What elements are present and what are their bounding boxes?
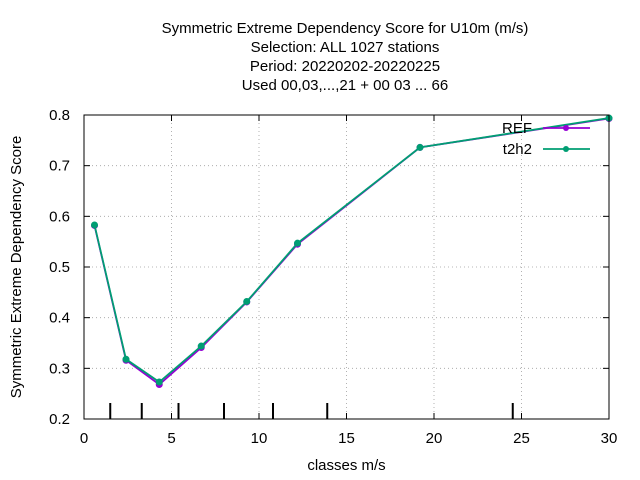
data-point-t2h2 bbox=[155, 378, 163, 386]
data-point-t2h2 bbox=[122, 355, 130, 363]
x-tick-label: 20 bbox=[426, 430, 443, 447]
chart-title: Symmetric Extreme Dependency Score for U… bbox=[162, 20, 529, 94]
y-tick-label: 0.5 bbox=[49, 259, 70, 276]
x-tick-label: 15 bbox=[338, 430, 355, 447]
y-tick-label: 0.8 bbox=[49, 107, 70, 124]
y-axis-label: Symmetric Extreme Dependency Score bbox=[8, 136, 25, 399]
y-tick-label: 0.6 bbox=[49, 208, 70, 225]
grid-lines bbox=[84, 115, 609, 419]
data-series bbox=[91, 114, 613, 389]
x-axis-label: classes m/s bbox=[307, 457, 385, 474]
series-line-t2h2 bbox=[93, 117, 610, 384]
data-point-t2h2 bbox=[243, 297, 251, 305]
title-line-0: Symmetric Extreme Dependency Score for U… bbox=[162, 20, 529, 37]
y-tick-label: 0.2 bbox=[49, 411, 70, 428]
data-point-t2h2 bbox=[294, 239, 301, 247]
title-line-1: Selection: ALL 1027 stations bbox=[251, 39, 440, 56]
title-line-3: Used 00,03,...,21 + 00 03 ... 66 bbox=[242, 77, 448, 94]
legend: REF t2h2 bbox=[502, 120, 590, 158]
title-line-2: Period: 20220202-20220225 bbox=[250, 58, 440, 75]
axis-ticks: 0 5 10 15 20 25 30 0.2 0.3 0.4 0.5 0.6 0.7 0.8 bbox=[49, 107, 617, 447]
y-tick-label: 0.7 bbox=[49, 158, 70, 175]
x-tick-label: 30 bbox=[601, 430, 618, 447]
data-point-t2h2 bbox=[416, 143, 424, 151]
y-tick-label: 0.3 bbox=[49, 360, 70, 377]
data-point-t2h2 bbox=[197, 342, 205, 350]
class-boundary-marks bbox=[109, 403, 514, 419]
legend-marker-REF bbox=[563, 125, 569, 131]
x-tick-label: 0 bbox=[80, 430, 88, 447]
legend-marker-t2h2 bbox=[563, 146, 569, 152]
legend-label-t2h2: t2h2 bbox=[503, 141, 532, 158]
legend-label-REF: REF bbox=[502, 120, 532, 137]
data-point-t2h2 bbox=[91, 221, 98, 229]
x-tick-label: 10 bbox=[251, 430, 268, 447]
y-tick-label: 0.4 bbox=[49, 310, 70, 327]
x-tick-label: 5 bbox=[167, 430, 175, 447]
x-tick-label: 25 bbox=[513, 430, 530, 447]
